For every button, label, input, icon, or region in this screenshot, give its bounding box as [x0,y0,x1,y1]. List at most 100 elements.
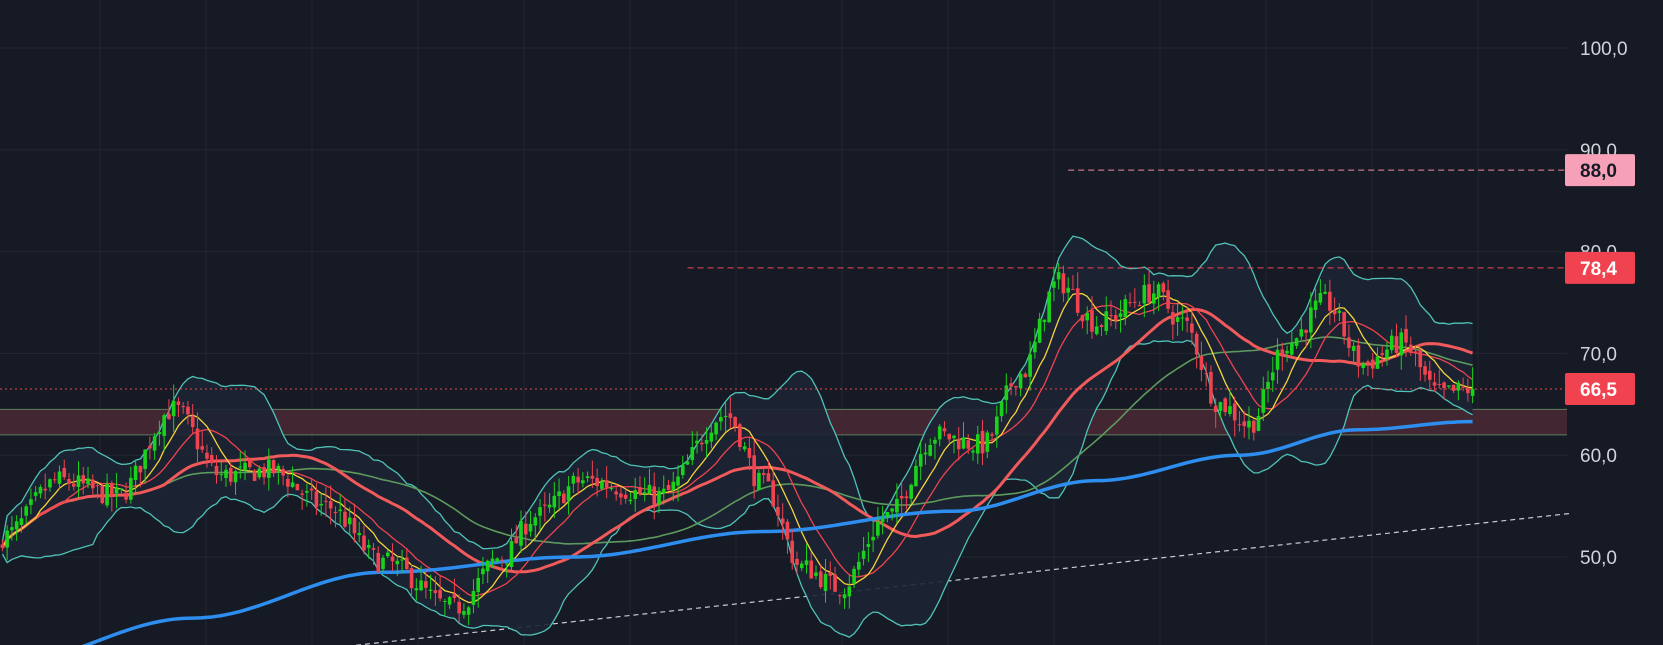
candle-body [186,406,190,415]
candle-body [733,416,737,428]
candle-body [1094,326,1099,335]
candle-body [1275,349,1280,370]
candle-body [1194,333,1199,355]
resistance-78-tag [1565,251,1635,284]
candle-body [1142,285,1147,304]
candle-body [571,475,576,484]
candle-body [476,577,480,592]
candle-body [43,488,48,491]
candle-body [419,580,423,591]
candle-body [1261,389,1266,413]
candle-body [238,466,243,468]
candle-body [704,439,709,444]
candle-body [590,475,595,479]
candle-body [400,559,404,561]
candle-body [1014,385,1018,388]
candle-body [243,462,247,471]
candle-body [1075,288,1080,313]
candle-body [62,468,67,478]
candle-body [714,422,718,435]
candle-body [181,405,185,408]
candle-body [757,472,761,490]
candle-body [252,470,257,481]
candle-body [1009,383,1013,387]
bollinger-lower [1,339,1473,638]
candle-body [890,508,894,512]
candle-body [833,574,837,592]
candle-body [5,530,9,548]
candle-body [86,478,90,485]
candle-body [443,600,447,602]
candle-body [81,475,86,484]
candle-body [409,568,414,589]
candle-body [1237,424,1242,426]
target-88-tag [1565,154,1635,187]
candle-body [362,535,366,551]
candle-body [680,465,685,476]
candle-body [1266,381,1270,389]
price-lines [0,169,1567,390]
candle-body [1071,289,1075,291]
candle-body [952,435,956,439]
candle-body [1204,373,1208,375]
candle-body [333,511,338,514]
candle-body [1323,291,1327,294]
candle-body [995,416,999,435]
candle-body [133,465,138,481]
candle-body [162,415,166,436]
candle-body [933,439,937,444]
candle-body [723,416,728,418]
target-88-tag-label: 88,0 [1580,161,1617,182]
candle-body [190,415,195,427]
candle-body [542,504,547,506]
candle-body [495,558,500,562]
candle-body [761,473,766,475]
candle-body [1128,302,1132,304]
candle-body [447,597,452,605]
candle-body [861,550,866,559]
candle-body [1470,389,1475,396]
candle-body [1228,406,1232,414]
candle-body [661,488,666,494]
candle-body [504,563,509,565]
candle-body [1299,329,1304,337]
candle-body [1113,315,1118,321]
candle-body [76,475,81,487]
candle-body [1247,420,1251,428]
candle-body [937,426,942,440]
candle-body [300,493,304,495]
candle-body [999,401,1004,417]
candle-body [562,493,566,504]
candle-body [923,452,928,455]
candle-body [547,504,552,508]
candle-body [1404,328,1408,343]
candle-body [975,434,980,454]
candle-body [1385,349,1389,359]
candle-body [105,483,109,506]
candle-body [385,552,390,557]
candle-body [314,491,319,508]
candle-body [719,417,723,422]
candle-body [918,453,923,467]
candle-body [1152,293,1156,304]
candle-body [414,588,419,591]
candle-body [357,532,362,536]
candle-body [1085,313,1090,321]
candle-body [276,465,281,470]
candle-body [1318,293,1323,303]
candle-body [652,486,657,505]
candle-body [1037,318,1042,343]
candle-body [1118,313,1123,317]
candle-body [319,503,323,506]
candle-body [1394,336,1399,353]
candle-body [533,517,538,526]
candle-body [33,492,38,496]
candle-body [604,480,609,488]
candle-body [1351,345,1356,352]
candle-body [685,461,690,465]
candle-body [205,452,209,459]
candle-body [24,506,28,516]
